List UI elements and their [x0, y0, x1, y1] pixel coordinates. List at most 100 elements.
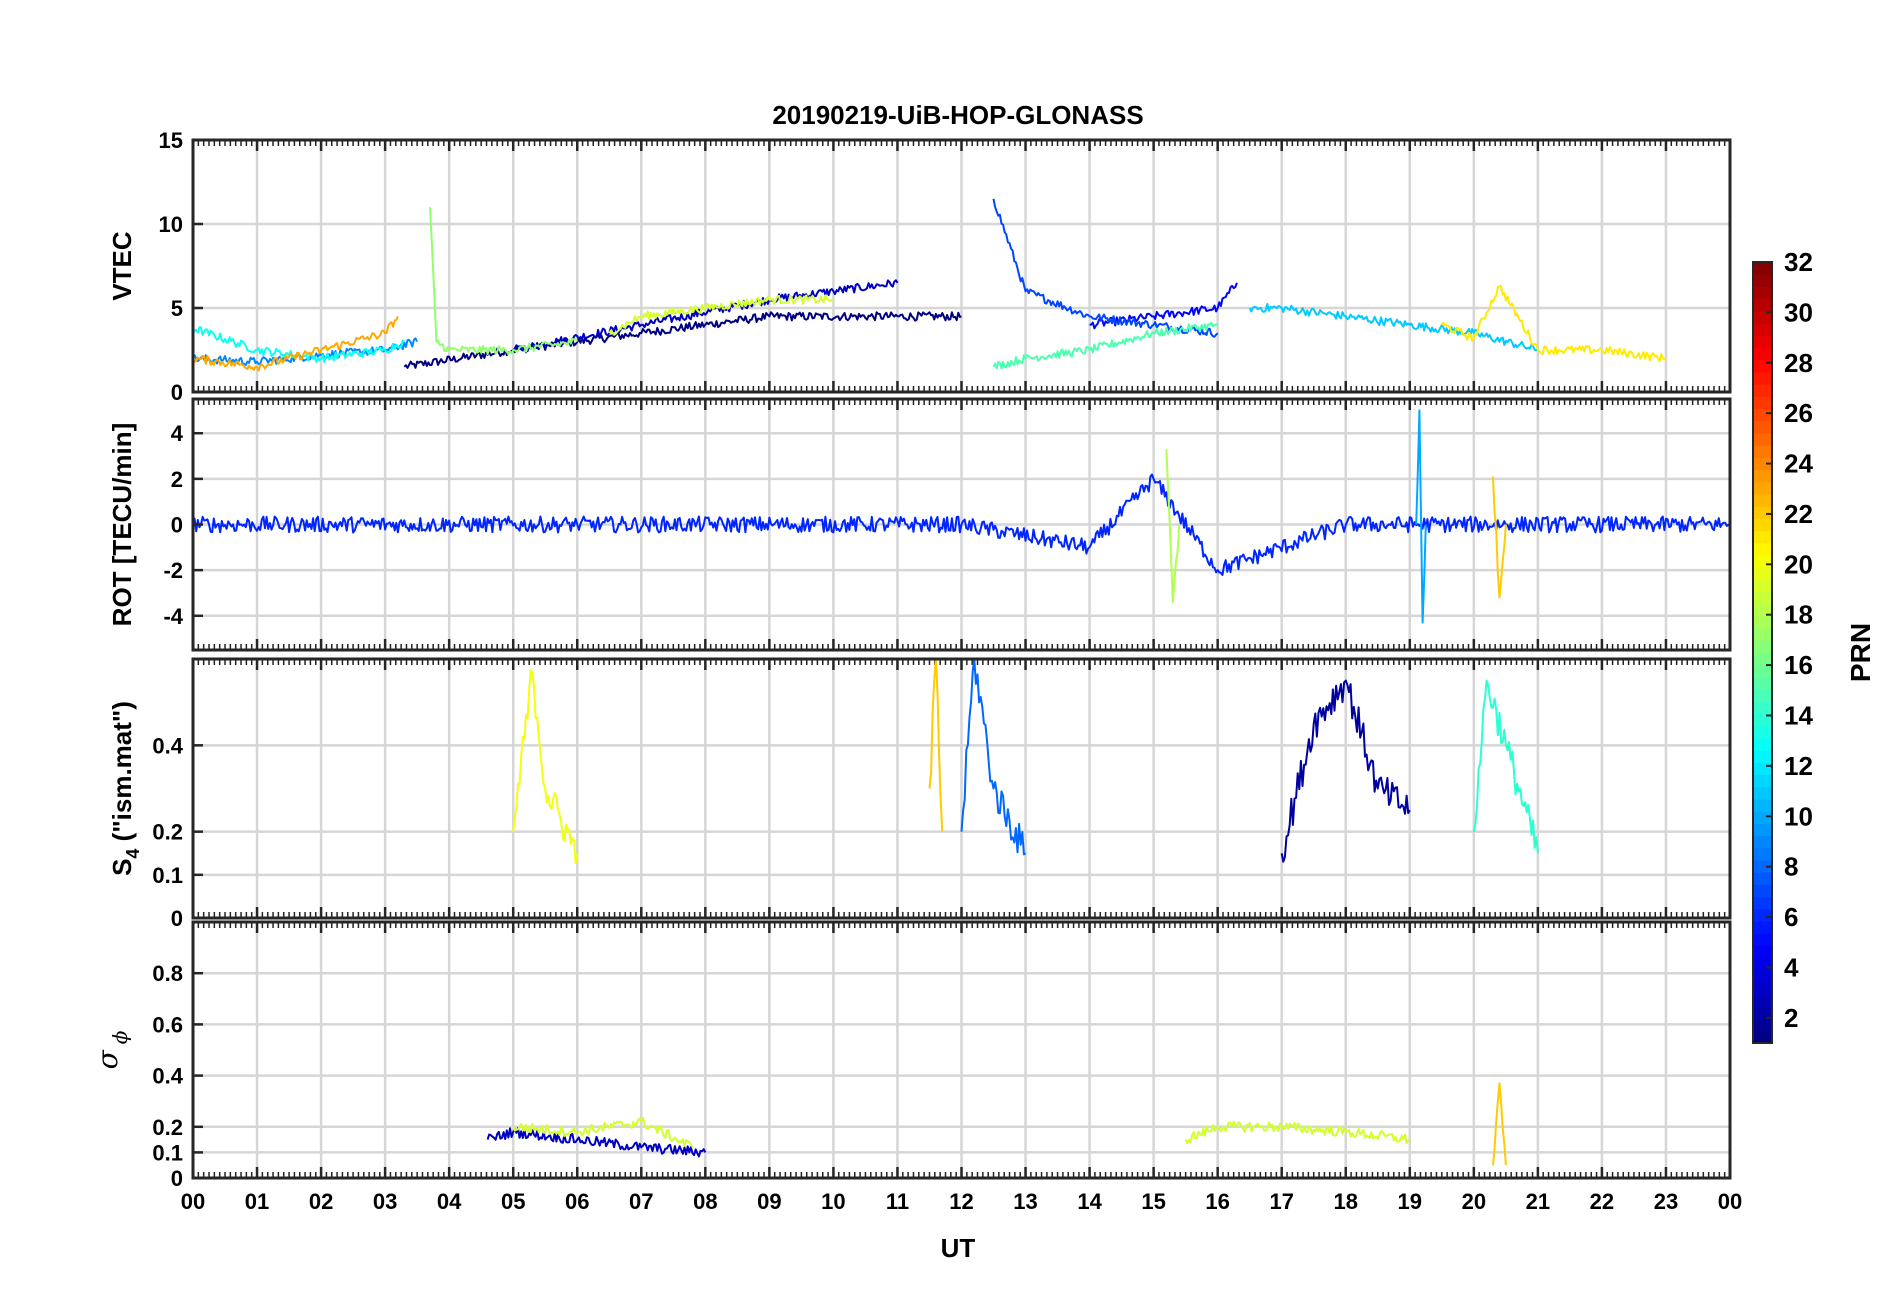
series-line	[960, 658, 1027, 856]
colorbar-segment	[1753, 896, 1772, 910]
colorbar-segment	[1753, 347, 1772, 361]
x-tick-label: 18	[1334, 1189, 1358, 1214]
series-line	[512, 669, 579, 865]
colorbar-segment	[1753, 542, 1772, 556]
colorbar-segment	[1753, 518, 1772, 532]
colorbar-segment	[1753, 859, 1772, 873]
x-tick-label: 14	[1077, 1189, 1102, 1214]
colorbar-segment	[1753, 994, 1772, 1007]
panel-sigma_phi-y-tick-label: 0.6	[152, 1012, 183, 1037]
colorbar-segment	[1753, 762, 1772, 776]
panel-sigma_phi-y-tick-label: 0	[171, 1166, 183, 1191]
colorbar-segment	[1753, 701, 1772, 715]
x-tick-label: 00	[1718, 1189, 1742, 1214]
x-tick-label: 11	[886, 1189, 909, 1214]
colorbar-segment	[1753, 786, 1772, 800]
series-line	[1165, 449, 1181, 604]
panel-sigma_phi: 00.10.2 0.4 0.6 0.8 σϕ	[91, 920, 1732, 1191]
series-line	[1280, 679, 1411, 863]
colorbar-tick-label: 16	[1784, 650, 1813, 680]
colorbar-segment	[1753, 262, 1772, 275]
panel-rot: -4 -2 0 2 4 ROT [TECU/min]	[107, 397, 1732, 652]
colorbar-segment	[1753, 725, 1772, 739]
panel-vtec-y-tick-label: 5	[171, 296, 183, 321]
x-tick-label: 03	[373, 1189, 397, 1214]
colorbar-frame	[1752, 261, 1773, 1044]
colorbar-segment	[1753, 1006, 1772, 1020]
colorbar-segment	[1753, 713, 1772, 727]
colorbar-segment	[1753, 628, 1772, 641]
colorbar-tick-label: 20	[1784, 549, 1813, 579]
colorbar-segment	[1753, 481, 1772, 495]
colorbar-segment	[1753, 957, 1772, 971]
colorbar-segment	[1753, 981, 1772, 995]
y-axis-label-subscript: ϕ	[108, 1030, 132, 1044]
x-tick-label: 09	[757, 1189, 781, 1214]
colorbar-segment	[1753, 591, 1772, 605]
colorbar-segment	[1753, 969, 1772, 983]
colorbar-segment	[1753, 408, 1772, 422]
colorbar-segment	[1753, 945, 1772, 959]
colorbar-segment	[1753, 835, 1772, 849]
panel-s4-y-tick-label: 0.4	[152, 733, 183, 758]
colorbar-segment	[1753, 493, 1772, 507]
x-tick-label: 12	[949, 1189, 973, 1214]
colorbar-segment	[1753, 664, 1772, 678]
x-tick-label: 20	[1462, 1189, 1486, 1214]
colorbar-segment	[1753, 274, 1772, 288]
colorbar-tick-label: 10	[1784, 801, 1813, 831]
panel-vtec-y-tick-label: 10	[159, 212, 183, 237]
x-tick-label: 13	[1013, 1189, 1037, 1214]
colorbar-segment	[1753, 420, 1772, 434]
x-tick-label: 10	[821, 1189, 845, 1214]
panel-s4-y-tick-label: 0	[171, 906, 183, 931]
colorbar-segment	[1753, 554, 1772, 568]
panel-s4-y-axis-label: S4 ("ism.mat")	[107, 701, 143, 876]
series-line	[1415, 409, 1427, 624]
series-line	[429, 207, 579, 356]
series-line	[512, 279, 899, 353]
colorbar-tick-label: 12	[1784, 751, 1813, 781]
panel-vtec-y-axis-label: VTEC	[107, 231, 137, 301]
colorbar-segment	[1753, 359, 1772, 373]
colorbar-tick-label: 8	[1784, 852, 1798, 882]
y-axis-label-subscript: 4	[123, 849, 143, 859]
colorbar-segment	[1753, 323, 1772, 336]
colorbar-segment	[1753, 457, 1772, 471]
colorbar-tick-label: 30	[1784, 297, 1813, 327]
colorbar-segment	[1753, 310, 1772, 324]
series-line	[1184, 1120, 1411, 1145]
colorbar-tick-label: 2	[1784, 1003, 1798, 1033]
colorbar-segment	[1753, 384, 1772, 397]
colorbar-segment	[1753, 335, 1772, 349]
colorbar-segment	[1753, 676, 1772, 690]
colorbar-segment	[1753, 298, 1772, 312]
x-tick-label: 16	[1205, 1189, 1229, 1214]
y-axis-label-main: σ	[91, 1049, 124, 1069]
panel-rot-y-tick-label: 0	[171, 513, 183, 538]
panel-rot-y-tick-label: -4	[163, 604, 183, 629]
colorbar-segment	[1753, 1018, 1772, 1032]
x-tick-label: 02	[309, 1189, 333, 1214]
colorbar-segment	[1753, 396, 1772, 410]
colorbar-segment	[1753, 567, 1772, 580]
colorbar-segment	[1753, 689, 1772, 702]
colorbar-segment	[1753, 920, 1772, 934]
series-line	[992, 198, 1219, 338]
x-tick-label: 19	[1398, 1189, 1422, 1214]
x-tick-label: 23	[1654, 1189, 1678, 1214]
x-axis-label: UT	[941, 1233, 976, 1263]
colorbar-segment	[1753, 640, 1772, 654]
panel-vtec: 0 5 10 15 VTEC	[107, 128, 1732, 405]
colorbar-tick-label: 28	[1784, 348, 1813, 378]
panel-vtec-y-tick-label: 0	[171, 380, 183, 405]
colorbar-segment	[1753, 774, 1772, 788]
colorbar-segment	[1753, 823, 1772, 837]
colorbar-segment	[1753, 737, 1772, 751]
colorbar-segment	[1753, 469, 1772, 483]
colorbar-tick-label: 4	[1784, 952, 1799, 982]
series-line	[1492, 476, 1507, 599]
panel-s4: 0 0.1 0.2 0.4 S4 ("ism.mat")	[107, 657, 1732, 931]
